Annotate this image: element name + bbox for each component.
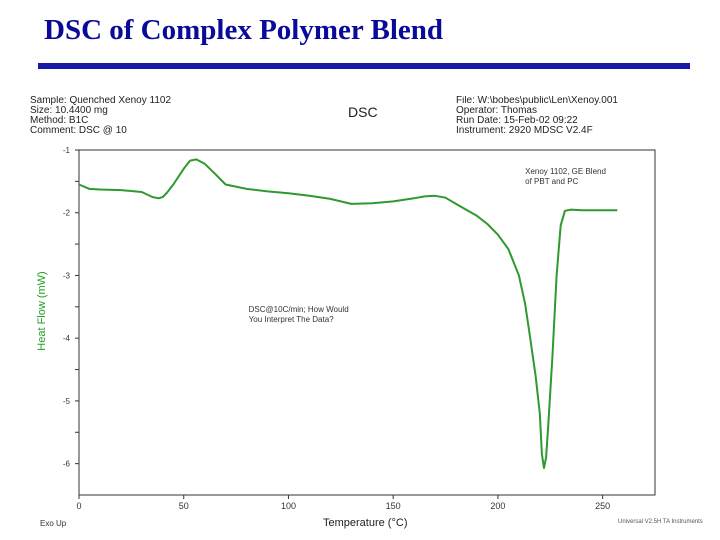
run-info-line: File: W:\bobes\public\Len\Xenoy.001 <box>456 96 618 106</box>
x-tick-label: 0 <box>76 501 81 511</box>
y-tick-label: -5 <box>63 397 71 406</box>
y-tick-label: -3 <box>63 271 71 280</box>
y-tick-label: -1 <box>63 146 71 155</box>
annotation-line: Xenoy 1102, GE Blend <box>525 167 606 176</box>
plot-frame <box>78 149 656 496</box>
sample-info-line: Comment: DSC @ 10 <box>30 125 127 136</box>
x-tick-label: 150 <box>386 501 401 511</box>
x-tick-label: 200 <box>490 501 505 511</box>
annotation-line: of PBT and PC <box>525 177 578 186</box>
y-tick-label: -2 <box>63 209 71 218</box>
software-credit: Universal V2.5H TA Instruments <box>618 519 703 525</box>
y-tick-label: -4 <box>63 334 71 343</box>
heat-flow-curve <box>78 158 618 469</box>
chart-annotations: Xenoy 1102, GE Blend of PBT and PC DSC@10C… <box>249 167 606 324</box>
x-tick-label: 50 <box>179 501 189 511</box>
slide-title: DSC of Complex Polymer Blend <box>44 14 444 46</box>
sample-info-line: Size: 10.4400 mg <box>30 105 108 116</box>
x-axis: 0 50 100 150 200 250 <box>76 495 610 511</box>
title-underline <box>38 63 690 69</box>
annotation: Xenoy 1102, GE Blend of PBT and PC <box>525 167 606 186</box>
annotation: DSC@10C/min; How Would You Interpret The … <box>249 305 349 324</box>
x-axis-label: Temperature (°C) <box>323 517 408 529</box>
y-tick-label: -6 <box>63 460 71 469</box>
sample-info-line: Method: B1C <box>30 115 89 126</box>
annotation-line: You Interpret The Data? <box>249 315 335 324</box>
sample-info-block: Sample: Quenched Xenoy 1102 Size: 10.440… <box>30 96 230 138</box>
annotation-line: DSC@10C/min; How Would <box>249 305 349 314</box>
y-axis-label: Heat Flow (mW) <box>36 271 48 351</box>
x-tick-label: 100 <box>281 501 296 511</box>
run-info-line: Operator: Thomas <box>456 105 537 116</box>
chart-type-label: DSC <box>348 104 378 120</box>
x-tick-label: 250 <box>595 501 610 511</box>
sample-info-line: Sample: Quenched Xenoy 1102 <box>30 96 172 106</box>
y-axis: -1 -2 -3 -4 -5 -6 <box>63 146 79 469</box>
run-info-line: Instrument: 2920 MDSC V2.4F <box>456 125 593 136</box>
run-info-block: File: W:\bobes\public\Len\Xenoy.001 Oper… <box>456 96 656 138</box>
exo-up-label: Exo Up <box>40 519 67 528</box>
run-info-line: Run Date: 15-Feb-02 09:22 <box>456 115 578 126</box>
